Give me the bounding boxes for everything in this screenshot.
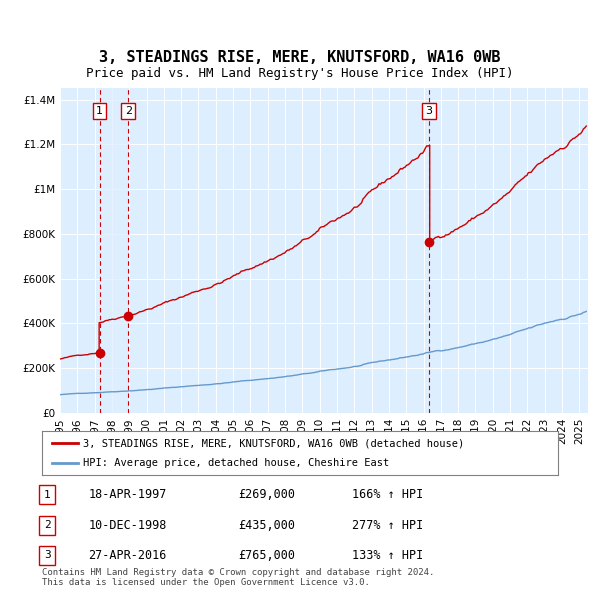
Text: 18-APR-1997: 18-APR-1997 (88, 489, 167, 502)
Text: £435,000: £435,000 (238, 519, 295, 532)
Text: 277% ↑ HPI: 277% ↑ HPI (352, 519, 423, 532)
Text: 2: 2 (44, 520, 50, 530)
Text: 3, STEADINGS RISE, MERE, KNUTSFORD, WA16 0WB (detached house): 3, STEADINGS RISE, MERE, KNUTSFORD, WA16… (83, 438, 464, 448)
Text: £765,000: £765,000 (238, 549, 295, 562)
Text: 3, STEADINGS RISE, MERE, KNUTSFORD, WA16 0WB: 3, STEADINGS RISE, MERE, KNUTSFORD, WA16… (99, 50, 501, 65)
Text: 3: 3 (425, 106, 433, 116)
Text: Contains HM Land Registry data © Crown copyright and database right 2024.
This d: Contains HM Land Registry data © Crown c… (42, 568, 434, 587)
Text: Price paid vs. HM Land Registry's House Price Index (HPI): Price paid vs. HM Land Registry's House … (86, 67, 514, 80)
Text: 1: 1 (44, 490, 50, 500)
Text: £269,000: £269,000 (238, 489, 295, 502)
Text: 166% ↑ HPI: 166% ↑ HPI (352, 489, 423, 502)
Text: 2: 2 (125, 106, 132, 116)
Text: 1: 1 (96, 106, 103, 116)
Text: HPI: Average price, detached house, Cheshire East: HPI: Average price, detached house, Ches… (83, 458, 389, 467)
Text: 10-DEC-1998: 10-DEC-1998 (88, 519, 167, 532)
Text: 133% ↑ HPI: 133% ↑ HPI (352, 549, 423, 562)
Text: 27-APR-2016: 27-APR-2016 (88, 549, 167, 562)
Text: 3: 3 (44, 550, 50, 560)
Bar (100, 88, 128, 413)
